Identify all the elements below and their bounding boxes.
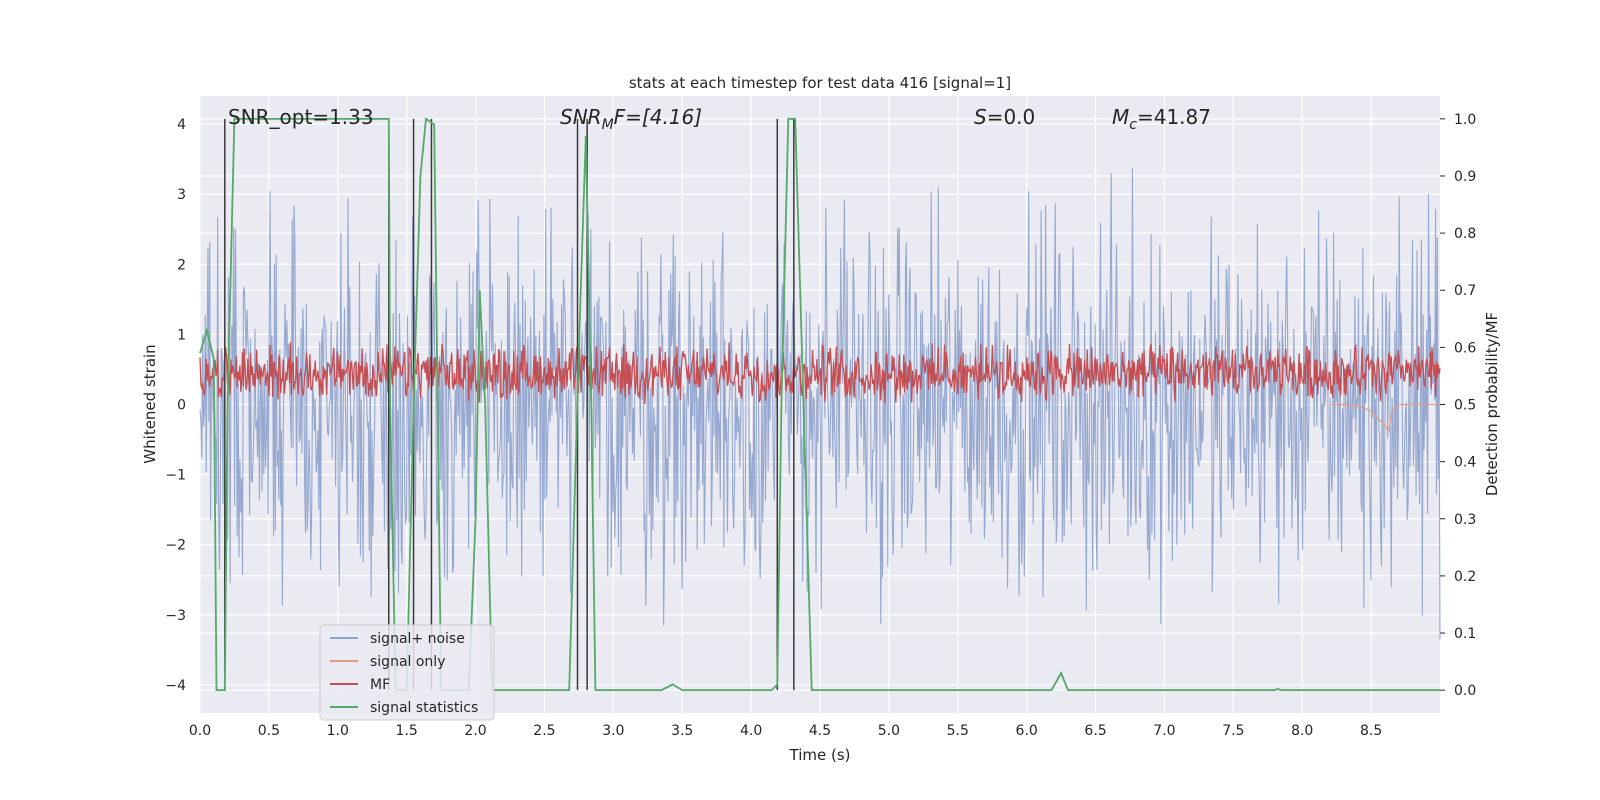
x-tick-labels: 0.0 0.5 1.0 1.5 2.0 2.5 3.0 3.5 4.0 4.5 5.0 5.5 6.0 6… (189, 723, 1382, 739)
right-y-axis-label: Detection probability/MF (1483, 312, 1501, 496)
signal-only-series (1329, 403, 1440, 433)
left-y-tick-labels: −4 −3 −2 −1 0 1 2 3 4 (165, 117, 186, 694)
y-left-tick-label: 3 (177, 187, 186, 203)
annotation-s: S=0.0 (974, 105, 1035, 129)
mf-series (199, 342, 1441, 404)
x-tick-label: 0.0 (189, 723, 211, 739)
snr-mf-rest: F=[4.16] (614, 105, 702, 129)
mc-main: M (1112, 105, 1129, 129)
x-tick-label: 3.5 (671, 723, 693, 739)
y-left-tick-label: −3 (165, 608, 186, 624)
y-right-tick-label: 0.6 (1454, 340, 1476, 356)
x-tick-label: 0.5 (258, 723, 280, 739)
legend-label-noise: signal+ noise (370, 631, 465, 647)
y-right-tick-label: 0.1 (1454, 626, 1476, 642)
x-tick-label: 8.0 (1291, 723, 1313, 739)
snr-mf-main: SNR (560, 105, 602, 129)
y-left-tick-label: −4 (165, 678, 186, 694)
x-axis-label: Time (s) (789, 746, 851, 764)
x-tick-label: 6.0 (1016, 723, 1038, 739)
annotation-mc: Mc=41.87 (1112, 105, 1211, 133)
legend-label-mf: MF (370, 677, 390, 693)
x-tick-label: 2.5 (533, 723, 555, 739)
y-right-tick-label: 0.7 (1454, 283, 1476, 299)
x-tick-label: 5.0 (878, 723, 900, 739)
x-tick-label: 6.5 (1084, 723, 1106, 739)
signal-noise-series (199, 168, 1441, 640)
chart-title: stats at each timestep for test data 416… (629, 74, 1011, 92)
s-rest: =0.0 (987, 105, 1036, 129)
y-left-tick-label: 0 (177, 398, 186, 414)
x-tick-label: 8.5 (1360, 723, 1382, 739)
x-tick-label: 2.0 (464, 723, 486, 739)
signal-only-line (1329, 403, 1440, 433)
legend: signal+ noise signal only MF signal stat… (319, 624, 495, 721)
mc-sub: c (1129, 117, 1137, 133)
annotation-snr-mf: SNRMF=[4.16] (560, 105, 702, 133)
y-right-tick-label: 0.8 (1454, 226, 1476, 242)
mf-line (199, 342, 1441, 404)
x-tick-label: 5.5 (947, 723, 969, 739)
annotation-snr-opt: SNR_opt=1.33 (228, 105, 374, 129)
snr-mf-sub: M (602, 117, 614, 133)
signal-noise-line (199, 168, 1441, 640)
y-left-tick-label: 1 (177, 327, 186, 343)
y-left-tick-label: 2 (177, 257, 186, 273)
y-right-tick-label: 0.0 (1454, 683, 1476, 699)
x-tick-label: 4.0 (740, 723, 762, 739)
x-tick-label: 3.0 (602, 723, 624, 739)
legend-label-signal-only: signal only (370, 654, 445, 670)
y-left-tick-label: 4 (177, 117, 186, 133)
signal-statistics-line (199, 117, 1440, 691)
right-y-tick-labels: 0.0 0.1 0.2 0.3 0.4 0.5 0.6 0.7 0.8 0.9 1.0 (1440, 112, 1476, 699)
y-left-tick-label: −1 (165, 468, 186, 484)
legend-box (319, 624, 495, 721)
y-right-tick-label: 0.3 (1454, 512, 1476, 528)
x-tick-label: 4.5 (809, 723, 831, 739)
y-right-tick-label: 0.5 (1454, 398, 1476, 414)
mc-rest: =41.87 (1137, 105, 1211, 129)
legend-label-signal-statistics: signal statistics (370, 700, 478, 716)
y-right-tick-label: 1.0 (1454, 112, 1476, 128)
x-tick-label: 1.0 (327, 723, 349, 739)
x-tick-label: 1.5 (396, 723, 418, 739)
x-tick-label: 7.5 (1222, 723, 1244, 739)
left-y-axis-label: Whitened strain (141, 344, 159, 463)
y-right-tick-label: 0.9 (1454, 169, 1476, 185)
s-italic: S (974, 105, 987, 129)
y-right-tick-label: 0.4 (1454, 455, 1476, 471)
y-left-tick-label: −2 (165, 538, 186, 554)
x-tick-label: 7.0 (1153, 723, 1175, 739)
y-right-tick-label: 0.2 (1454, 569, 1476, 585)
signal-statistics-series (199, 117, 1440, 691)
